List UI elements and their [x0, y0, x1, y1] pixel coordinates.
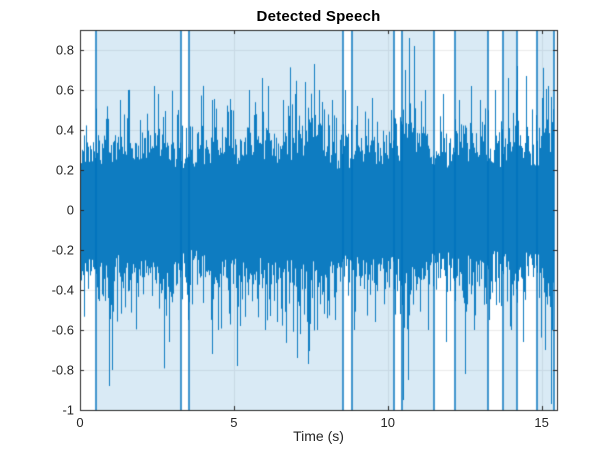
y-tick-label: -0.2 — [51, 242, 74, 258]
y-tick-label: 0.8 — [55, 42, 74, 58]
y-tick-label: -0.8 — [51, 362, 74, 378]
x-axis-label: Time (s) — [293, 428, 344, 444]
x-tick-label: 15 — [534, 415, 549, 430]
chart-title: Detected Speech — [256, 8, 381, 25]
y-tick-label: 0 — [66, 202, 74, 218]
x-tick-label: 5 — [230, 415, 238, 430]
y-tick-label: 0.4 — [55, 122, 74, 138]
y-tick-label: 0.2 — [55, 162, 74, 178]
x-tick-label: 0 — [76, 415, 84, 430]
y-tick-label: -0.4 — [51, 282, 74, 298]
y-tick-label: -0.6 — [51, 322, 74, 338]
y-tick-label: -1 — [62, 402, 74, 418]
x-tick-label: 10 — [380, 415, 395, 430]
y-tick-label: 0.6 — [55, 82, 74, 98]
